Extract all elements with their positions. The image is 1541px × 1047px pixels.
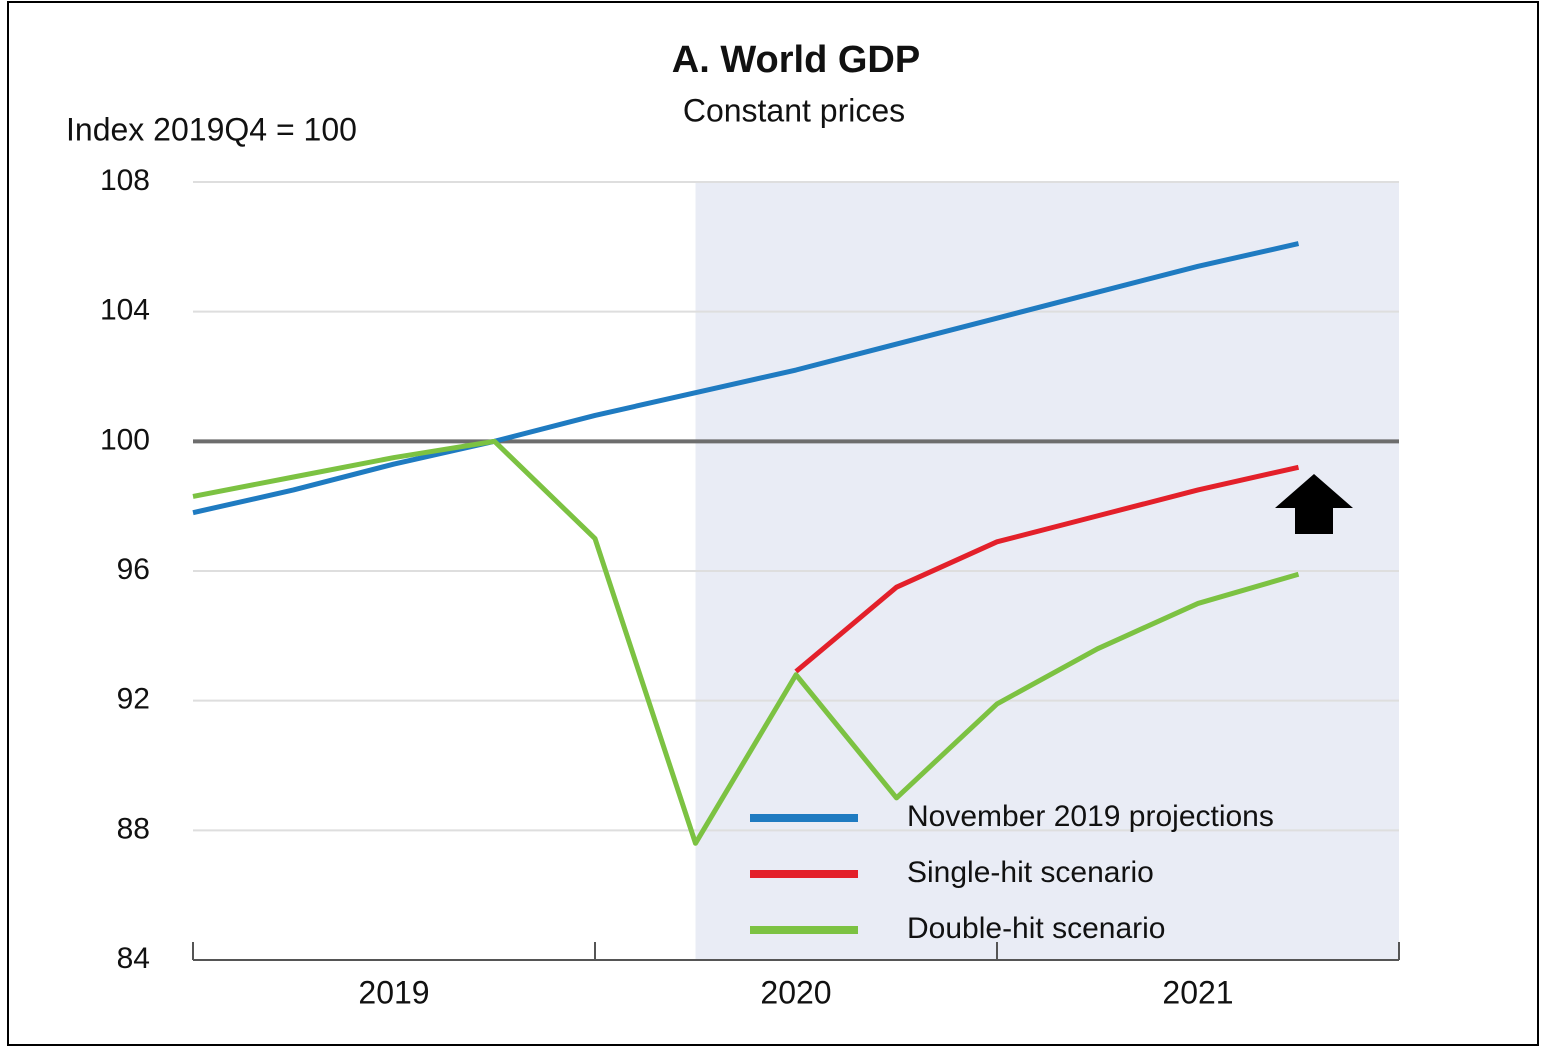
x-tick-label: 2019 [358,974,429,1010]
y-tick-label: 96 [117,553,150,586]
series-line [192,241,1300,516]
y-tick-label: 104 [100,294,150,327]
y-tick-label: 100 [100,423,150,456]
series-line [794,464,1300,674]
series-line [192,438,1300,846]
y-tick-label: 108 [100,164,150,197]
legend-label: Single-hit scenario [907,856,1154,889]
plot-area: 84 88 92 96 100 104 108 2019 2020 2021 November 20… [100,164,1400,1010]
x-tick-label: 2021 [1162,974,1233,1010]
y-axis-label: Index 2019Q4 = 100 [66,111,357,147]
chart-title: A. World GDP [672,39,920,81]
chart-subtitle: Constant prices [683,92,905,128]
y-tick-label: 92 [117,683,150,716]
legend-label: November 2019 projections [907,800,1274,833]
legend-label: Double-hit scenario [907,912,1165,945]
y-tick-label: 84 [117,942,150,975]
y-tick-label: 88 [117,812,150,845]
x-tick-label: 2020 [760,974,831,1010]
arrow-icon [1275,474,1353,534]
